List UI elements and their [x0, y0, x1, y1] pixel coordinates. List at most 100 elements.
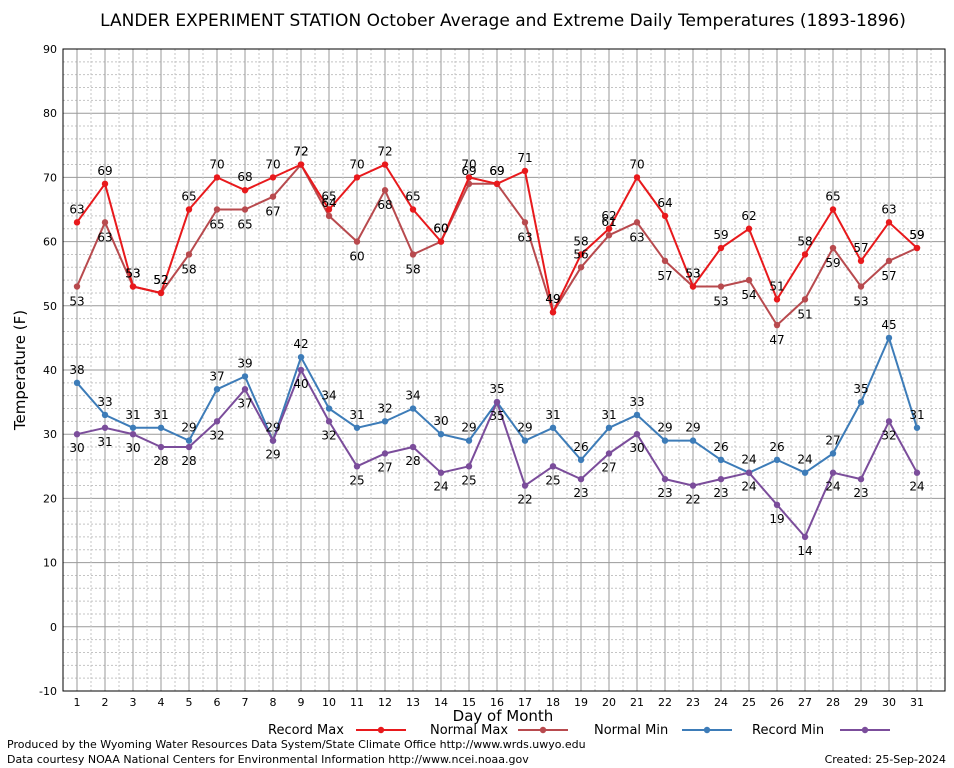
record-min-point	[521, 482, 529, 489]
record-max-point	[73, 219, 81, 226]
record-max-point	[437, 238, 445, 245]
x-tick-label: 3	[130, 696, 137, 709]
record-max-point	[381, 161, 389, 168]
record-min-point	[297, 366, 305, 374]
normal-max-data-label: 52	[153, 273, 168, 287]
x-ticks: 1 2 3 4 5 6 7 8 9 10 11 12 13 14 15 16 17 18 19 20 21 22 23 24 2…	[74, 696, 925, 709]
y-tick-label: 40	[43, 364, 57, 377]
record-max-data-label: 70	[461, 157, 476, 171]
normal-min-point	[661, 437, 669, 444]
record-min-point	[773, 501, 781, 509]
normal-min-point	[633, 411, 641, 419]
record-min-data-label: 25	[349, 473, 364, 487]
x-axis-title: Day of Month	[453, 707, 554, 725]
x-tick-label: 23	[686, 696, 700, 709]
normal-min-point	[801, 469, 809, 476]
record-min-data-label: 25	[545, 473, 560, 487]
record-max-point	[689, 283, 697, 290]
record-max-data-label: 64	[657, 196, 672, 210]
record-max-point	[493, 180, 501, 188]
normal-min-data-label: 42	[293, 337, 308, 351]
normal-max-data-label: 65	[237, 218, 252, 232]
record-max-point	[353, 174, 361, 181]
normal-min-data-label: 37	[209, 369, 224, 383]
record-min-point	[465, 463, 473, 470]
normal-max-data-label: 54	[741, 288, 756, 302]
record-min-data-label: 32	[209, 428, 224, 442]
record-min-point	[73, 431, 81, 438]
record-max-point	[913, 244, 921, 252]
normal-min-point	[185, 437, 193, 444]
y-tick-label: 90	[43, 43, 57, 56]
record-max-data-label: 63	[881, 202, 896, 216]
normal-max-data-label: 63	[629, 230, 644, 244]
normal-min-point	[353, 424, 361, 431]
record-max-point	[297, 161, 305, 168]
normal-max-point	[185, 251, 193, 258]
normal-max-data-label: 63	[97, 230, 112, 244]
series-lines	[73, 161, 921, 541]
record-min-point	[745, 469, 753, 476]
normal-max-data-label: 60	[349, 250, 364, 264]
record-max-data-label: 72	[293, 145, 308, 159]
normal-max-data-label: 59	[909, 228, 924, 242]
y-tick-label: 60	[43, 236, 57, 249]
x-tick-label: 15	[462, 696, 476, 709]
normal-max-point	[521, 219, 529, 226]
record-min-point	[913, 469, 921, 476]
record-min-point	[409, 443, 417, 451]
normal-min-point	[297, 353, 305, 361]
record-min-point	[661, 475, 669, 483]
normal-min-data-label: 31	[545, 408, 560, 422]
x-tick-label: 1	[74, 696, 81, 709]
record-max-point	[801, 251, 809, 258]
legend-label-normal-min: Normal Min	[594, 723, 668, 738]
record-max-point	[241, 187, 249, 194]
record-max-point	[885, 219, 893, 226]
x-tick-label: 29	[854, 696, 868, 709]
normal-max-data-label: 60	[433, 222, 448, 236]
x-tick-label: 8	[270, 696, 277, 709]
y-tick-label: 0	[50, 621, 57, 634]
record-min-data-label: 19	[769, 512, 784, 526]
record-min-point	[577, 475, 585, 483]
record-max-point	[325, 206, 333, 213]
normal-min-data-label: 30	[433, 414, 448, 428]
record-min-data-label: 29	[265, 448, 280, 462]
record-max-data-label: 62	[741, 209, 756, 223]
x-tick-label: 18	[546, 696, 560, 709]
record-min-point	[185, 443, 193, 451]
normal-min-data-label: 29	[265, 421, 280, 435]
normal-min-point	[913, 424, 921, 431]
normal-min-data-label: 24	[797, 453, 812, 467]
record-max-point	[829, 206, 837, 213]
x-tick-label: 20	[602, 696, 616, 709]
normal-max-point	[745, 276, 753, 284]
record-max-data-label: 70	[209, 157, 224, 171]
normal-min-data-label: 27	[825, 433, 840, 447]
normal-max-point	[717, 283, 725, 290]
record-min-data-label: 24	[433, 480, 448, 494]
normal-min-point	[521, 437, 529, 444]
record-max-data-label: 51	[769, 279, 784, 293]
x-tick-label: 14	[434, 696, 448, 709]
record-max-point	[409, 206, 417, 213]
x-tick-label: 9	[298, 696, 305, 709]
record-max-data-label: 65	[321, 190, 336, 204]
x-tick-label: 2	[102, 696, 109, 709]
normal-max-data-label: 57	[881, 269, 896, 283]
record-max-point	[549, 309, 557, 316]
normal-max-point	[409, 251, 417, 258]
record-min-data-label: 28	[181, 454, 196, 468]
normal-min-point	[549, 424, 557, 431]
x-tick-label: 13	[406, 696, 420, 709]
x-tick-label: 25	[742, 696, 756, 709]
record-min-point	[885, 418, 893, 425]
record-min-point	[857, 475, 865, 483]
record-min-point	[437, 469, 445, 476]
record-max-point	[185, 206, 193, 213]
normal-min-point	[129, 424, 137, 431]
record-min-data-label: 23	[657, 486, 672, 500]
normal-max-data-label: 56	[573, 247, 588, 261]
